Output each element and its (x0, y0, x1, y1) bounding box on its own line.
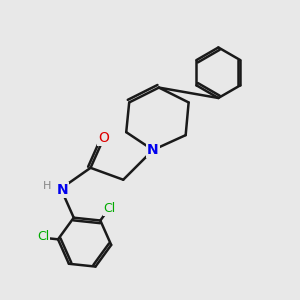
Text: Cl: Cl (37, 230, 49, 243)
Text: N: N (56, 183, 68, 197)
Text: H: H (43, 181, 52, 191)
Text: N: N (147, 143, 159, 157)
Text: O: O (98, 130, 110, 145)
Text: Cl: Cl (103, 202, 116, 215)
